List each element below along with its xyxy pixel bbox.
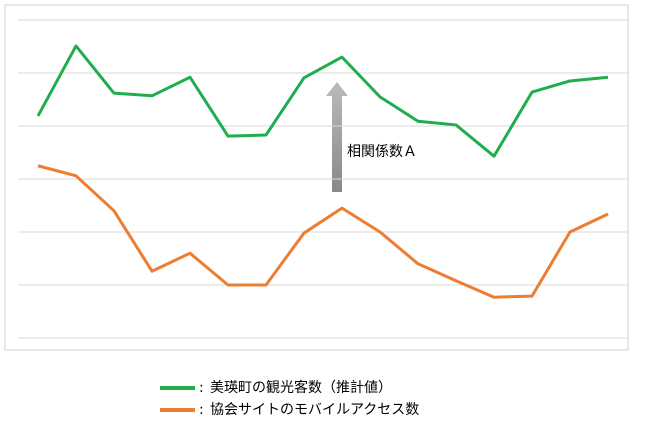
- legend-label: 協会サイトのモバイルアクセス数: [210, 402, 419, 418]
- series-line: [36, 44, 609, 158]
- legend-label: 美瑛町の観光客数（推計値）: [210, 379, 392, 396]
- legend-separator: :: [199, 380, 204, 396]
- legend-separator: :: [199, 402, 204, 418]
- annotation-arrow: [326, 82, 348, 192]
- series-line: [37, 164, 609, 299]
- annotation: 相関係数Ａ: [347, 144, 417, 160]
- plot-frame: [4, 4, 629, 351]
